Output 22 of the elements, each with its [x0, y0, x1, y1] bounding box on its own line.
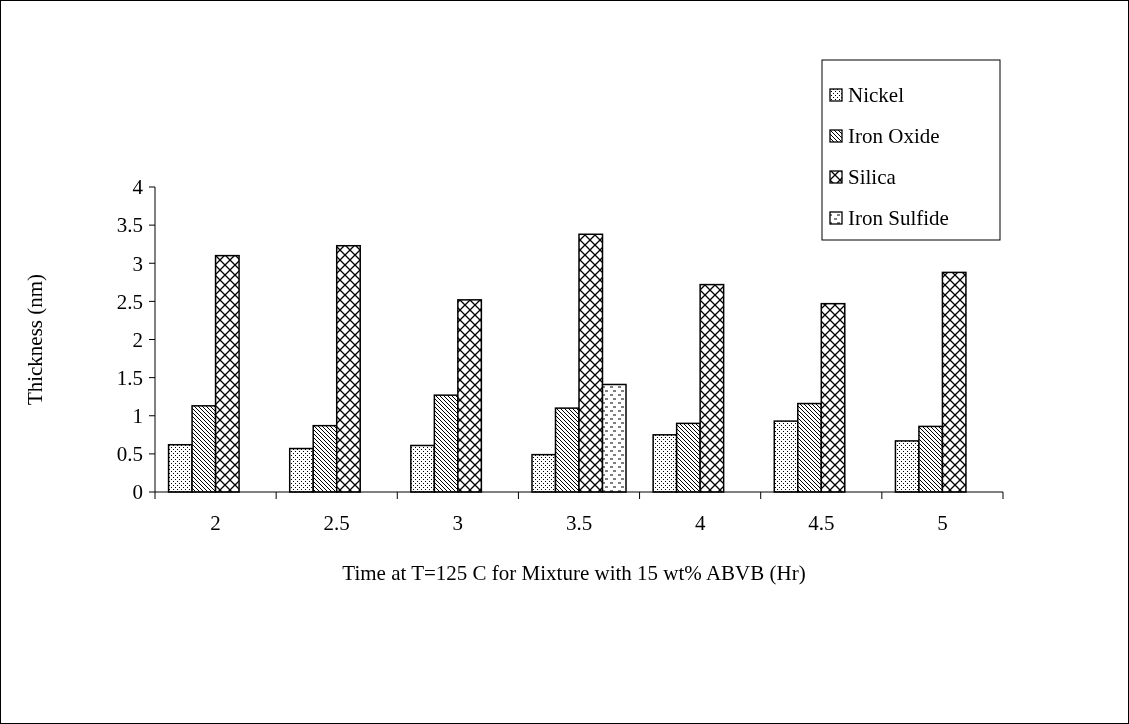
y-tick-label: 0	[132, 480, 143, 505]
legend-label: Nickel	[848, 83, 905, 108]
x-tick-label: 4	[694, 511, 706, 535]
y-tick-label: 3.5	[116, 213, 143, 238]
y-axis-title: Thickness (nm)	[23, 273, 47, 406]
y-tick-label: 2.5	[116, 289, 143, 314]
x-tick-label: 3.5	[565, 511, 593, 535]
x-tick-label: 2	[210, 511, 221, 535]
x-tick-label: 4.5	[808, 511, 835, 535]
legend-label: Iron Sulfide	[848, 206, 949, 231]
x-tick-label: 5	[937, 511, 948, 535]
y-tick-label: 0.5	[116, 442, 143, 467]
y-tick-label: 1.5	[116, 365, 143, 390]
x-tick-label: 2.5	[323, 511, 350, 535]
legend-label: Silica	[848, 165, 897, 190]
legend-label: Iron Oxide	[848, 124, 940, 149]
y-tick-label: 2	[132, 327, 143, 352]
y-tick-label: 1	[132, 404, 143, 429]
y-tick-label: 3	[132, 251, 143, 276]
x-tick-label: 3	[452, 511, 464, 535]
x-axis-title: Time at T=125 C for Mixture with 15 wt% ABVB (Hr)	[342, 561, 806, 585]
y-tick-label: 4	[132, 175, 144, 200]
